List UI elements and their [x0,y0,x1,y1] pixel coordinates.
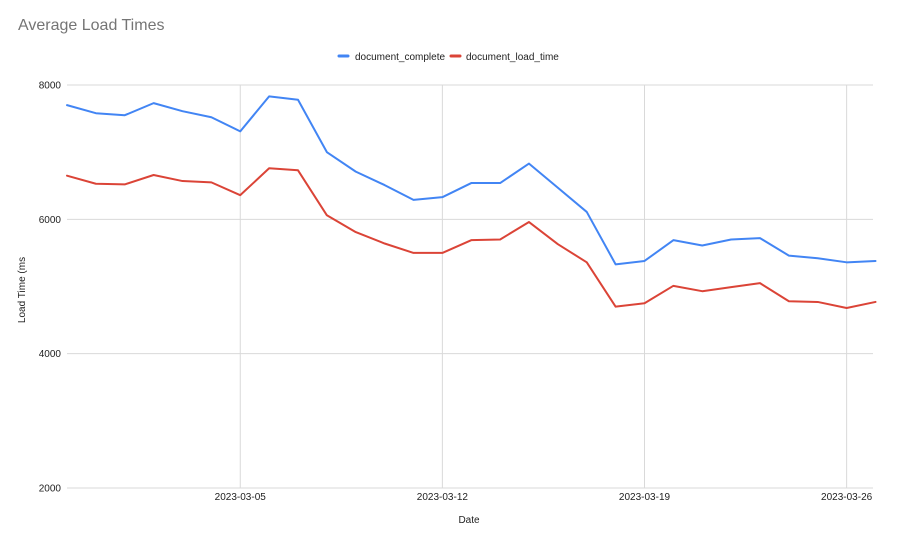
x-tick-label: 2023-03-05 [215,492,267,503]
legend-item-document-load-time[interactable]: document_load_time [449,52,559,63]
x-axis-ticks: 2023-03-05 2023-03-12 2023-03-19 2023-03-26 [215,492,873,503]
legend-label-document-complete: document_complete [355,52,445,63]
legend-label-document-load-time: document_load_time [466,52,559,63]
y-axis-title: Load Time (ms [17,257,28,323]
x-tick-label: 2023-03-26 [821,492,873,503]
x-axis-title: Date [458,515,480,526]
chart-title: Average Load Times [18,17,164,34]
y-tick-label: 4000 [39,349,62,360]
x-tick-label: 2023-03-12 [417,492,469,503]
y-tick-label: 2000 [39,484,62,495]
series-line-document-load-time[interactable] [66,167,877,309]
y-gridlines [67,84,873,489]
y-tick-label: 8000 [39,81,62,92]
x-gridlines [239,85,848,488]
y-axis-ticks: 2000 4000 6000 8000 [39,81,62,495]
y-tick-label: 6000 [39,215,62,226]
x-tick-label: 2023-03-19 [619,492,671,503]
legend: document_complete document_load_time [337,52,559,63]
legend-item-document-complete[interactable]: document_complete [337,52,445,63]
series-line-document-complete[interactable] [66,95,877,266]
series-lines [66,95,877,309]
